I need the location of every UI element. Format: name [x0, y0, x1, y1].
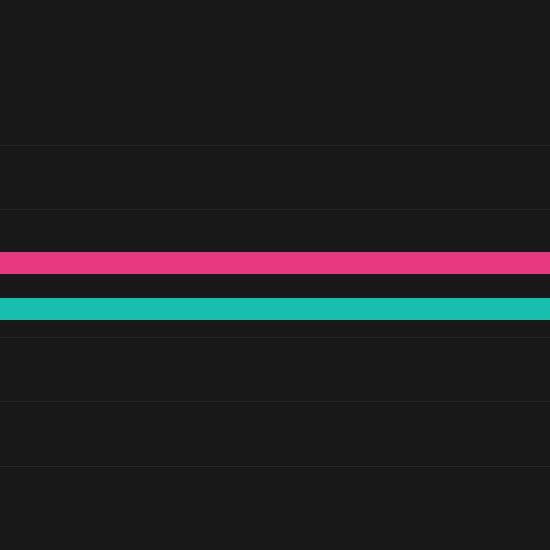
- gridline-4: [0, 401, 550, 402]
- gridline-3: [0, 337, 550, 338]
- gridline-1: [0, 209, 550, 210]
- pink-band: [0, 252, 550, 274]
- teal-band: [0, 298, 550, 320]
- chart-area: [0, 0, 550, 550]
- gridline-0: [0, 145, 550, 146]
- gridline-5: [0, 466, 550, 467]
